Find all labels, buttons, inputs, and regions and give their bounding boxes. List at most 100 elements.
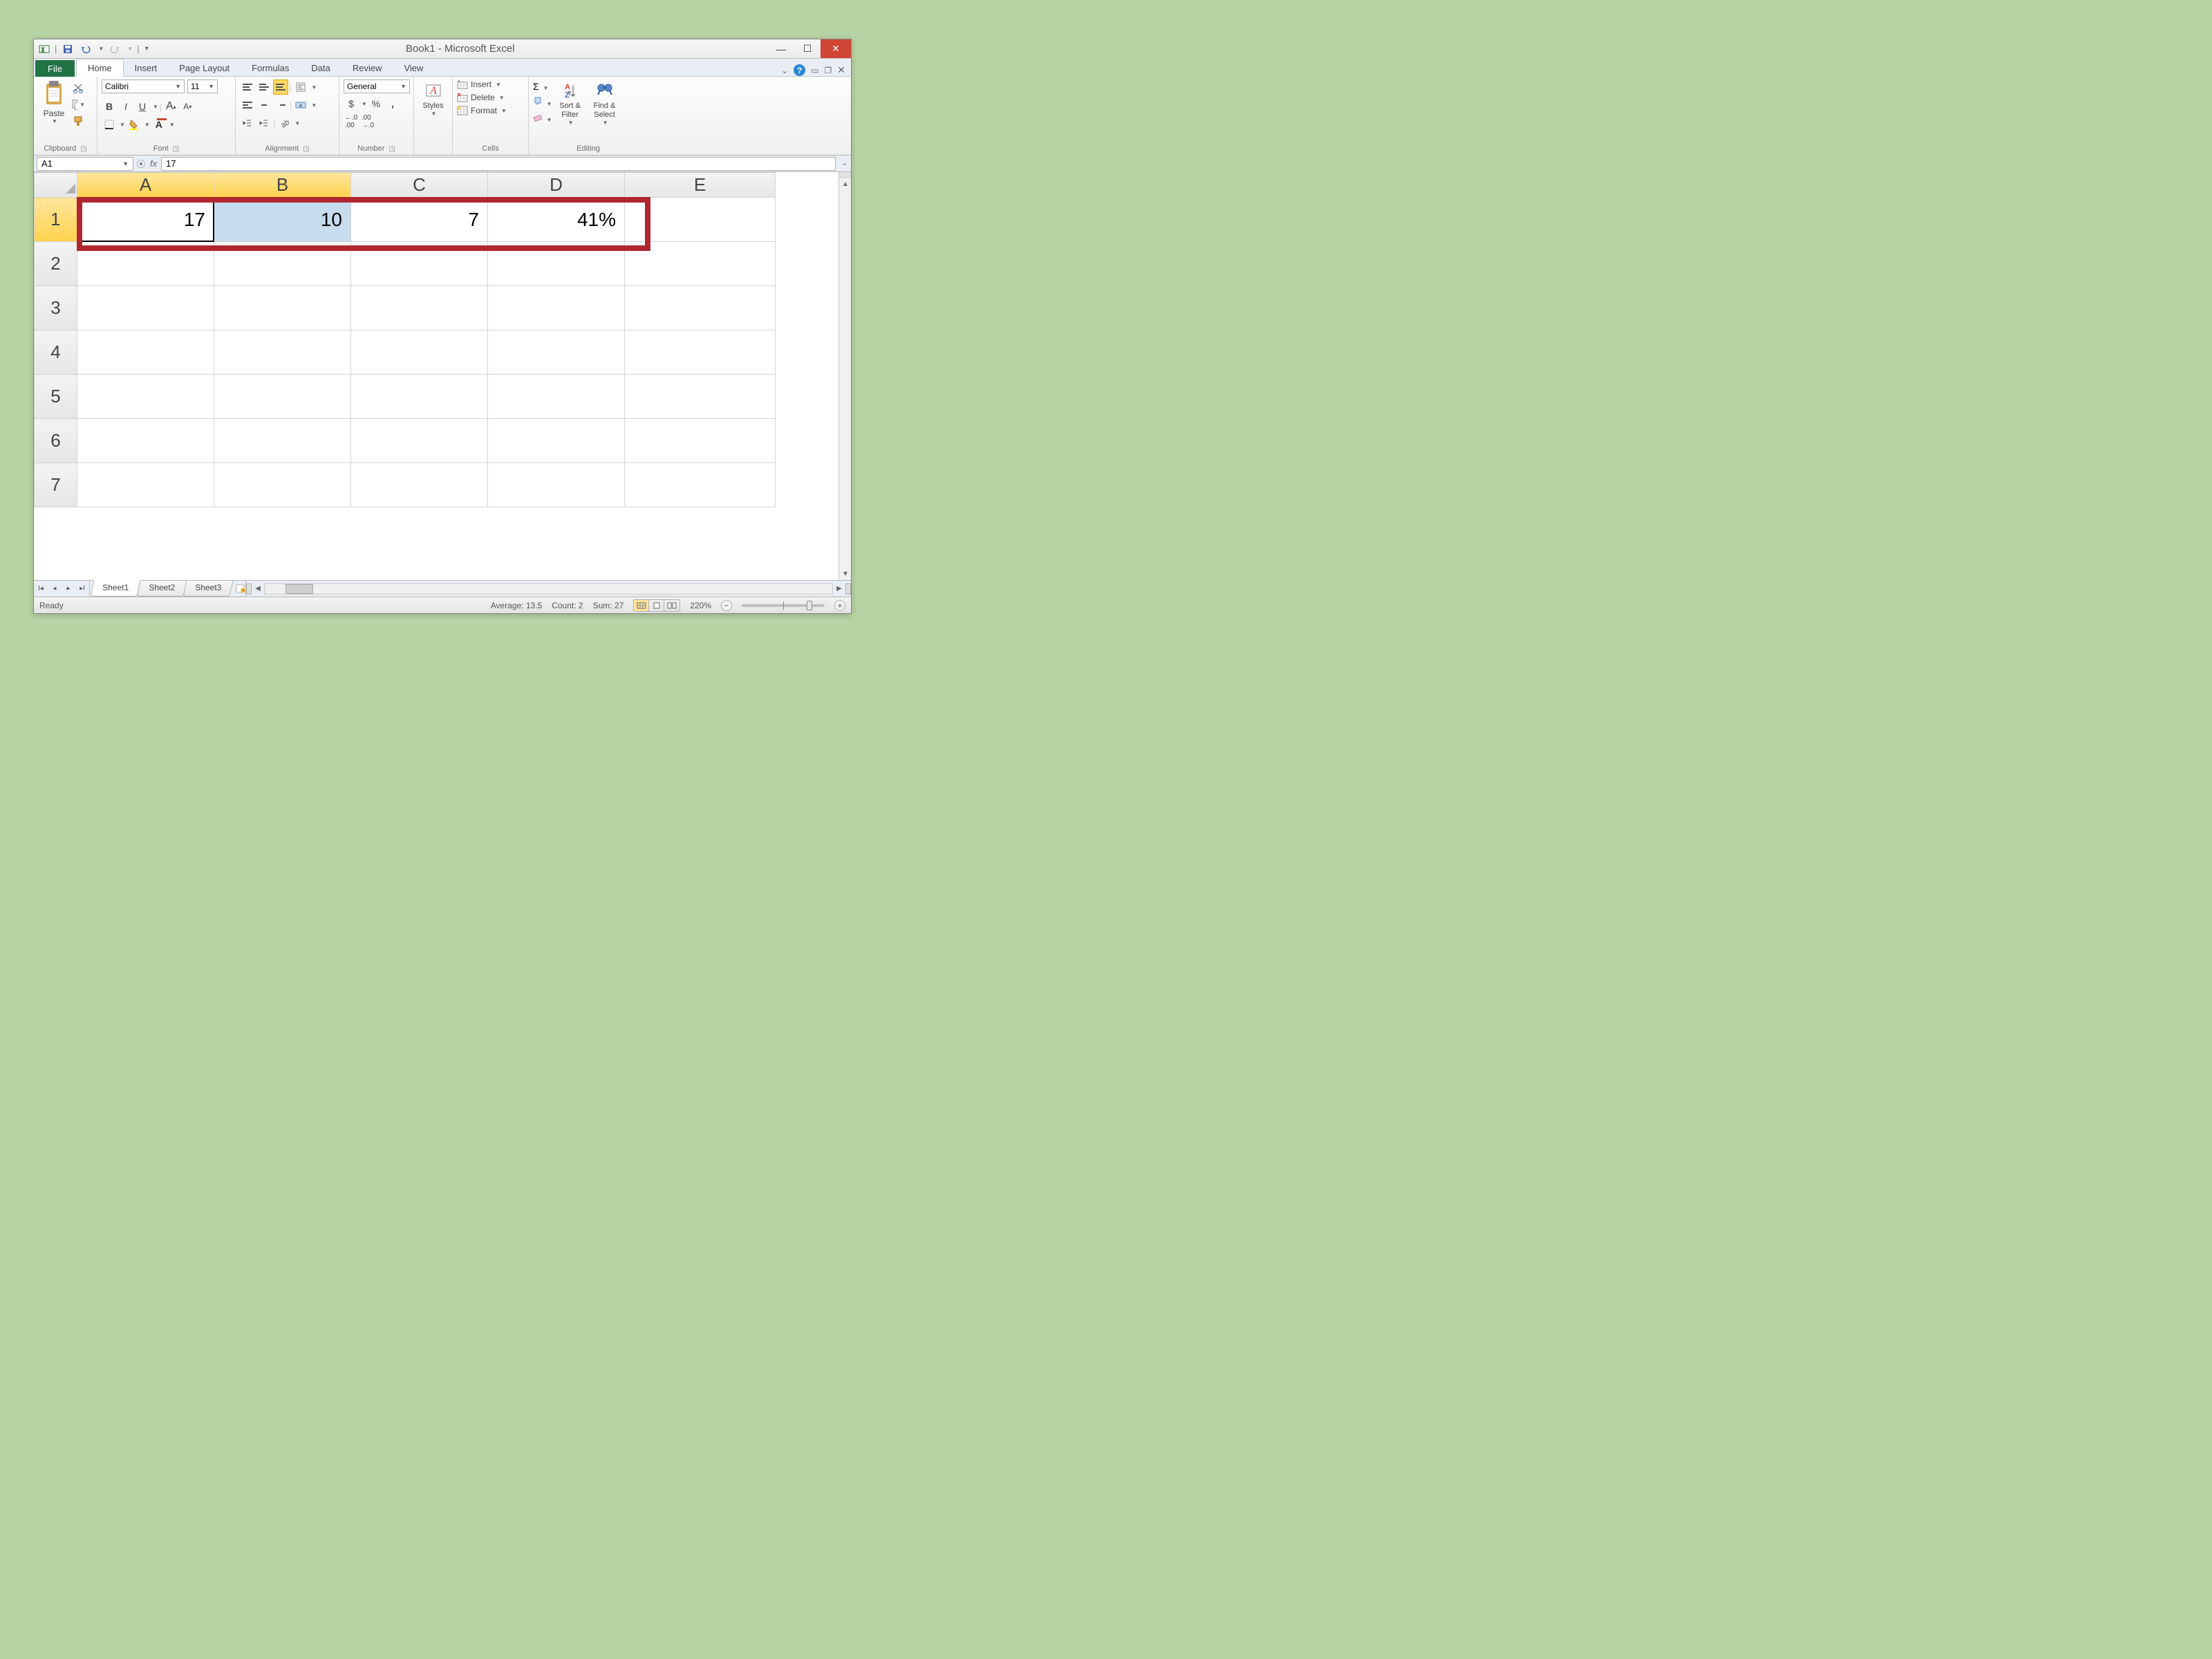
doc-restore-icon[interactable]: ❐ — [825, 66, 832, 75]
zoom-slider[interactable] — [742, 604, 825, 607]
column-header-E[interactable]: E — [625, 173, 776, 198]
cell-E2[interactable] — [625, 242, 776, 286]
cell-A7[interactable] — [77, 463, 214, 507]
orientation-button[interactable]: ab — [276, 115, 292, 131]
underline-dropdown-icon[interactable]: ▼ — [153, 104, 158, 110]
borders-button[interactable] — [102, 117, 117, 132]
sort-filter-button[interactable]: AZ Sort & Filter▼ — [554, 79, 587, 143]
paste-button[interactable]: Paste ▼ — [38, 79, 70, 143]
cell-E6[interactable] — [625, 419, 776, 463]
paste-dropdown-icon[interactable]: ▼ — [52, 118, 57, 124]
cell-B3[interactable] — [214, 286, 351, 330]
cell-C2[interactable] — [351, 242, 488, 286]
sheet-nav-last-icon[interactable]: ▸I — [75, 581, 89, 597]
fill-button[interactable]: ▼ — [533, 96, 552, 108]
close-button[interactable]: ✕ — [821, 39, 851, 58]
row-header-2[interactable]: 2 — [35, 242, 77, 286]
formula-input[interactable]: 17 — [161, 157, 836, 171]
copy-icon[interactable]: ▼ — [71, 97, 85, 111]
tab-home[interactable]: Home — [76, 59, 124, 77]
name-box-expand-icon[interactable]: ⦿ — [136, 157, 146, 170]
decrease-decimal-button[interactable]: .00→.0 — [360, 114, 375, 129]
help-icon[interactable]: ? — [794, 64, 805, 76]
row-header-7[interactable]: 7 — [35, 463, 77, 507]
cell-E1[interactable] — [625, 198, 776, 242]
font-color-dropdown-icon[interactable]: ▼ — [169, 122, 175, 128]
accounting-format-button[interactable]: $ — [344, 96, 359, 111]
sheet-tab-sheet2[interactable]: Sheet2 — [137, 581, 187, 597]
accounting-dropdown-icon[interactable]: ▼ — [362, 101, 367, 107]
cell-B5[interactable] — [214, 375, 351, 419]
cell-B7[interactable] — [214, 463, 351, 507]
file-tab[interactable]: File — [35, 60, 75, 77]
cell-styles-button[interactable]: A Styles ▼ — [418, 79, 448, 143]
hscroll-thumb[interactable] — [285, 584, 313, 594]
name-box[interactable]: A1▼ — [37, 157, 133, 171]
row-header-1[interactable]: 1 — [35, 198, 77, 242]
comma-format-button[interactable]: , — [385, 96, 400, 111]
sheet-tab-sheet1[interactable]: Sheet1 — [90, 580, 140, 597]
underline-button[interactable]: U — [135, 99, 150, 114]
align-bottom-button[interactable] — [273, 79, 288, 95]
grow-font-button[interactable]: A▴ — [163, 99, 178, 114]
view-normal-icon[interactable] — [634, 600, 649, 611]
cell-E4[interactable] — [625, 330, 776, 375]
fill-color-button[interactable] — [126, 117, 142, 132]
zoom-in-button[interactable]: + — [834, 600, 845, 611]
redo-icon[interactable] — [108, 42, 122, 56]
maximize-button[interactable]: ☐ — [794, 39, 821, 58]
cell-B4[interactable] — [214, 330, 351, 375]
cell-A4[interactable] — [77, 330, 214, 375]
cell-B1[interactable]: 10 — [214, 198, 351, 242]
align-middle-button[interactable] — [256, 79, 272, 95]
shrink-font-button[interactable]: A▾ — [180, 99, 195, 114]
column-header-D[interactable]: D — [488, 173, 625, 198]
align-center-button[interactable] — [256, 97, 272, 113]
align-right-button[interactable] — [273, 97, 288, 113]
cell-B6[interactable] — [214, 419, 351, 463]
cell-D7[interactable] — [488, 463, 625, 507]
increase-decimal-button[interactable]: ←.0.00 — [344, 114, 359, 129]
grid[interactable]: ABCDE11710741%234567 — [34, 172, 838, 580]
view-page-break-icon[interactable] — [664, 600, 679, 611]
cell-C6[interactable] — [351, 419, 488, 463]
insert-cells-button[interactable]: Insert ▼ — [457, 79, 524, 89]
qat-customize-icon[interactable]: ▾ — [145, 45, 149, 53]
scroll-up-icon[interactable]: ▲ — [839, 178, 851, 190]
find-select-button[interactable]: Find & Select▼ — [588, 79, 621, 143]
cell-D4[interactable] — [488, 330, 625, 375]
tab-insert[interactable]: Insert — [124, 59, 169, 76]
cell-D1[interactable]: 41% — [488, 198, 625, 242]
scroll-left-icon[interactable]: ◀ — [252, 583, 264, 595]
cut-icon[interactable] — [71, 81, 85, 95]
horizontal-scrollbar[interactable]: ◀ ▶ — [245, 581, 851, 597]
tab-formulas[interactable]: Formulas — [241, 59, 300, 76]
hsplit-handle-left[interactable] — [246, 583, 252, 594]
cell-A1[interactable]: 17 — [77, 198, 214, 242]
cell-C3[interactable] — [351, 286, 488, 330]
column-header-B[interactable]: B — [214, 173, 351, 198]
tab-page-layout[interactable]: Page Layout — [168, 59, 241, 76]
save-icon[interactable] — [61, 42, 75, 56]
align-top-button[interactable] — [240, 79, 255, 95]
font-dialog-launcher-icon[interactable]: ◳ — [173, 145, 179, 153]
orientation-dropdown-icon[interactable]: ▼ — [294, 120, 300, 126]
row-header-5[interactable]: 5 — [35, 375, 77, 419]
tab-review[interactable]: Review — [341, 59, 393, 76]
cell-C7[interactable] — [351, 463, 488, 507]
cell-C1[interactable]: 7 — [351, 198, 488, 242]
cell-B2[interactable] — [214, 242, 351, 286]
cell-A2[interactable] — [77, 242, 214, 286]
fx-icon[interactable]: fx — [146, 158, 161, 169]
number-dialog-launcher-icon[interactable]: ◳ — [388, 145, 395, 153]
format-painter-icon[interactable] — [71, 114, 85, 128]
format-cells-button[interactable]: Format ▼ — [457, 106, 524, 115]
increase-indent-button[interactable] — [256, 115, 272, 131]
sheet-nav-prev-icon[interactable]: ◂ — [48, 581, 62, 597]
zoom-out-button[interactable]: − — [721, 600, 732, 611]
cell-E5[interactable] — [625, 375, 776, 419]
scroll-right-icon[interactable]: ▶ — [833, 583, 845, 595]
cell-A5[interactable] — [77, 375, 214, 419]
borders-dropdown-icon[interactable]: ▼ — [120, 122, 125, 128]
insert-sheet-icon[interactable] — [236, 583, 245, 593]
